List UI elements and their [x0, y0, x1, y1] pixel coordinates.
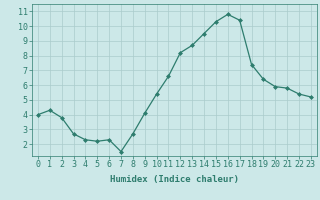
X-axis label: Humidex (Indice chaleur): Humidex (Indice chaleur): [110, 175, 239, 184]
